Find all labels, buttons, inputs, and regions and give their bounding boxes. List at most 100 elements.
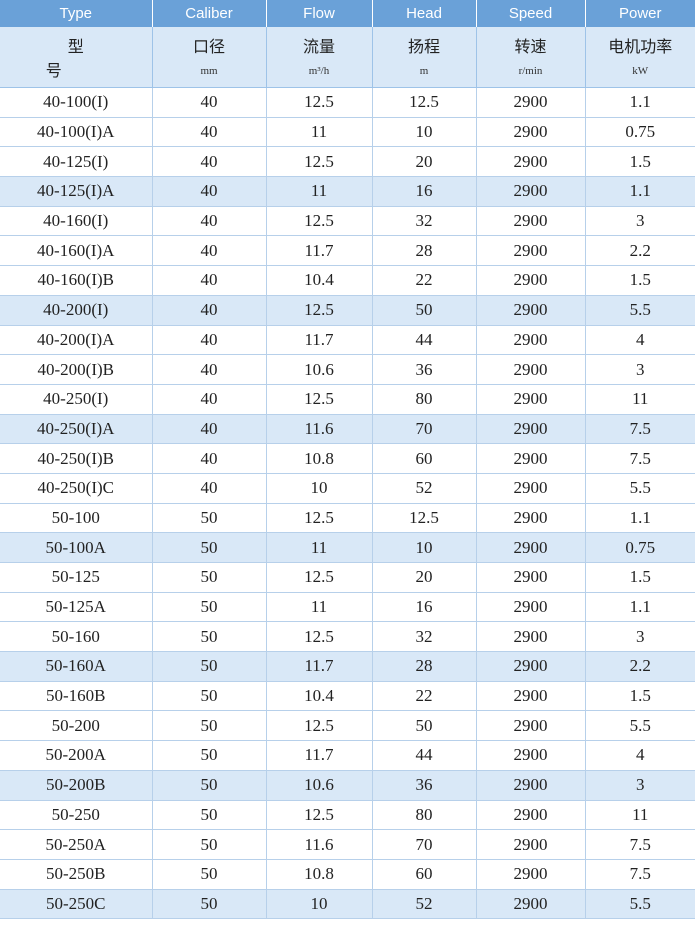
cell-caliber: 40 [152,176,267,207]
table-row: 50-100A 50 11 10 2900 0.75 [0,532,695,563]
cell-flow: 10.6 [266,354,373,385]
cell-speed: 2900 [476,889,586,920]
cell-speed: 2900 [476,265,586,296]
table-row: 40-250(I)B 40 10.8 60 2900 7.5 [0,443,695,474]
cell-caliber: 40 [152,206,267,237]
header-caliber-cn-cell: 口径 mm [152,27,267,88]
cell-type: 40-100(I) [0,87,153,118]
cell-caliber: 40 [152,295,267,326]
cell-flow: 11 [266,176,373,207]
header-head-cn: 扬程 [407,37,440,56]
table-row: 40-160(I)A 40 11.7 28 2900 2.2 [0,235,695,267]
cell-speed: 2900 [476,325,586,356]
cell-speed: 2900 [476,859,586,890]
cell-caliber: 50 [152,621,267,653]
cell-type: 40-250(I)C [0,473,153,504]
cell-speed: 2900 [476,206,586,237]
cell-type: 50-200B [0,770,153,801]
table-body: 40-100(I) 40 12.5 12.5 2900 1.1 40-100(I)A 40 11… [0,87,695,920]
cell-head: 10 [372,117,477,148]
cell-head: 10 [372,532,477,563]
cell-speed: 2900 [476,384,586,415]
table-header: Type Caliber Flow Head Speed Power 型号 口径… [0,0,695,88]
table-row: 40-200(I) 40 12.5 50 2900 5.5 [0,295,695,326]
cell-flow: 11.6 [266,414,373,445]
cell-flow: 12.5 [266,295,373,326]
cell-flow: 10 [266,473,373,504]
cell-speed: 2900 [476,473,586,504]
cell-flow: 10.8 [266,443,373,474]
cell-flow: 11.6 [266,829,373,860]
table-row: 50-200B 50 10.6 36 2900 3 [0,770,695,801]
cell-flow: 10.8 [266,859,373,890]
header-row-english: Type Caliber Flow Head Speed Power [0,0,695,27]
cell-head: 70 [372,414,477,445]
cell-head: 16 [372,176,477,207]
header-head-unit: m [419,65,429,77]
cell-power: 4 [585,740,695,771]
cell-head: 60 [372,859,477,890]
cell-speed: 2900 [476,829,586,860]
header-power-en: Power [585,0,695,27]
header-row-chinese: 型号 口径 mm 流量 m³/h 扬程 m 转速 r/min 电机功率 kW [0,27,695,88]
cell-caliber: 40 [152,384,267,415]
cell-flow: 12.5 [266,621,373,653]
cell-power: 11 [585,800,695,831]
cell-flow: 11.7 [266,325,373,356]
cell-head: 60 [372,443,477,474]
cell-type: 50-200 [0,710,153,742]
cell-caliber: 50 [152,800,267,831]
table-row: 40-250(I)A 40 11.6 70 2900 7.5 [0,414,695,445]
cell-speed: 2900 [476,562,586,593]
table-row: 40-100(I)A 40 11 10 2900 0.75 [0,117,695,148]
cell-head: 22 [372,681,477,712]
table-row: 40-200(I)B 40 10.6 36 2900 3 [0,354,695,385]
cell-speed: 2900 [476,621,586,653]
cell-flow: 12.5 [266,710,373,742]
cell-flow: 12.5 [266,146,373,178]
cell-head: 52 [372,473,477,504]
cell-flow: 10.6 [266,770,373,801]
cell-flow: 11 [266,117,373,148]
cell-type: 40-125(I)A [0,176,153,207]
table-row: 50-160 50 12.5 32 2900 3 [0,621,695,653]
cell-speed: 2900 [476,651,586,682]
cell-speed: 2900 [476,117,586,148]
cell-power: 5.5 [585,889,695,920]
cell-head: 20 [372,562,477,593]
table-row: 40-100(I) 40 12.5 12.5 2900 1.1 [0,87,695,118]
header-caliber-cn: 口径 [192,37,225,56]
header-flow-cn-cell: 流量 m³/h [266,27,373,88]
cell-speed: 2900 [476,800,586,831]
header-flow-en: Flow [266,0,373,27]
cell-caliber: 50 [152,740,267,771]
cell-head: 80 [372,384,477,415]
cell-type: 40-250(I)B [0,443,153,474]
cell-power: 7.5 [585,829,695,860]
cell-type: 50-200A [0,740,153,771]
cell-speed: 2900 [476,295,586,326]
cell-power: 3 [585,354,695,385]
cell-flow: 12.5 [266,562,373,593]
cell-type: 50-100A [0,532,153,563]
cell-type: 40-250(I) [0,384,153,415]
cell-flow: 10 [266,889,373,920]
cell-power: 11 [585,384,695,415]
table-row: 50-250 50 12.5 80 2900 11 [0,800,695,831]
header-speed-cn: 转速 [514,37,547,56]
cell-caliber: 50 [152,889,267,920]
cell-type: 40-160(I)B [0,265,153,296]
cell-power: 2.2 [585,651,695,682]
cell-caliber: 40 [152,414,267,445]
table-row: 50-125 50 12.5 20 2900 1.5 [0,562,695,593]
cell-type: 50-250C [0,889,153,920]
cell-power: 0.75 [585,532,695,563]
table-row: 50-250A 50 11.6 70 2900 7.5 [0,829,695,860]
header-caliber-unit: mm [200,65,218,77]
cell-type: 40-200(I)B [0,354,153,385]
cell-speed: 2900 [476,176,586,207]
cell-speed: 2900 [476,503,586,534]
table-row: 50-250C 50 10 52 2900 5.5 [0,889,695,920]
cell-speed: 2900 [476,681,586,712]
